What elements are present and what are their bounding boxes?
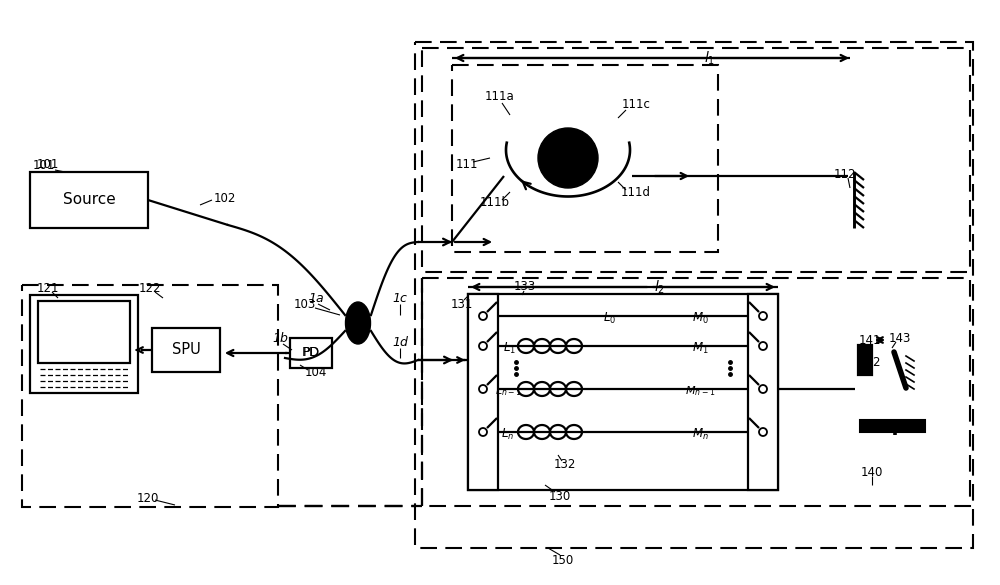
Text: 141: 141 — [859, 333, 881, 346]
Text: $l_2$: $l_2$ — [654, 278, 666, 295]
Text: 131: 131 — [451, 298, 473, 311]
Text: 102: 102 — [214, 191, 236, 205]
Text: 1b: 1b — [272, 332, 288, 345]
Bar — [30, 295, 138, 393]
Text: $M_n$: $M_n$ — [692, 426, 708, 442]
Text: SPU: SPU — [172, 342, 200, 357]
Text: PD: PD — [302, 346, 320, 360]
Bar — [468, 294, 498, 490]
Bar — [858, 345, 872, 375]
Text: 101: 101 — [33, 159, 55, 172]
Text: 111: 111 — [456, 159, 478, 171]
Bar — [468, 294, 778, 490]
Bar — [290, 338, 332, 368]
Text: $L_1$: $L_1$ — [503, 340, 517, 356]
Text: 111a: 111a — [485, 91, 515, 104]
Bar — [452, 65, 718, 252]
Text: $L_n$: $L_n$ — [501, 426, 515, 442]
Text: 121: 121 — [37, 281, 59, 294]
Text: 143: 143 — [889, 332, 911, 345]
Bar — [30, 172, 148, 228]
Text: 111b: 111b — [480, 197, 510, 209]
Bar — [422, 278, 970, 506]
Text: 1a: 1a — [308, 291, 324, 305]
Bar — [422, 48, 970, 272]
Text: $M_{n-1}$: $M_{n-1}$ — [685, 384, 715, 398]
Text: 122: 122 — [139, 281, 161, 294]
Text: $L_0$: $L_0$ — [603, 311, 617, 325]
Text: $M_0$: $M_0$ — [692, 311, 708, 325]
Bar — [152, 328, 220, 372]
Text: 133: 133 — [514, 280, 536, 294]
Text: 101: 101 — [37, 159, 59, 171]
Text: 112: 112 — [834, 167, 856, 181]
Bar — [748, 294, 778, 490]
Text: $L_{n-1}$: $L_{n-1}$ — [495, 384, 521, 398]
Text: 142: 142 — [859, 356, 881, 369]
Text: $M_1$: $M_1$ — [692, 340, 708, 356]
Text: 111d: 111d — [621, 187, 651, 199]
Bar — [22, 285, 278, 507]
Text: 1d: 1d — [392, 336, 408, 349]
Circle shape — [538, 128, 598, 188]
Text: 111c: 111c — [622, 98, 650, 112]
Bar — [38, 301, 130, 363]
Bar — [415, 42, 973, 548]
Text: PD: PD — [302, 346, 320, 360]
Text: 130: 130 — [549, 490, 571, 503]
Text: 120: 120 — [137, 491, 159, 504]
Text: 103: 103 — [294, 298, 316, 311]
Text: 140: 140 — [861, 466, 883, 479]
Text: 104: 104 — [305, 366, 327, 380]
Text: 150: 150 — [552, 553, 574, 566]
Text: 132: 132 — [554, 459, 576, 472]
Bar — [860, 420, 925, 432]
Text: 1c: 1c — [393, 291, 407, 305]
Ellipse shape — [346, 302, 370, 344]
Text: $l_1$: $l_1$ — [704, 49, 716, 67]
Text: Source: Source — [63, 192, 115, 208]
